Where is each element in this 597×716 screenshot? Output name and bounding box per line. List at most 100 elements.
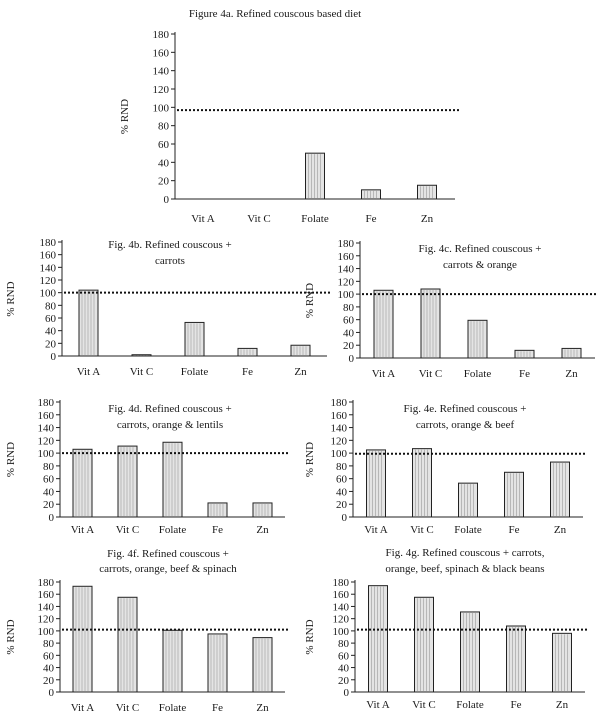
bar-fe bbox=[361, 189, 381, 200]
chart-panel-4d: Fig. 4d. Refined couscous + carrots, oran… bbox=[5, 397, 289, 536]
y-tick-label: 120 bbox=[338, 276, 355, 288]
x-category-label: Zn bbox=[554, 524, 567, 536]
bar-folate bbox=[460, 611, 480, 693]
y-tick-label: 180 bbox=[38, 577, 55, 589]
chart-panel-4a: Figure 4a. Refined couscous based diet % … bbox=[119, 8, 459, 225]
x-category-label: Vit C bbox=[410, 524, 433, 536]
bar-vit-a bbox=[373, 289, 394, 359]
x-category-label: Vit A bbox=[71, 524, 95, 536]
y-tick-label: 20 bbox=[158, 176, 170, 188]
bar-vit-a bbox=[72, 448, 93, 518]
x-category-label: Vit A bbox=[366, 699, 390, 711]
x-category-label: Zn bbox=[556, 699, 569, 711]
y-tick-label: 100 bbox=[38, 448, 55, 460]
y-axis-label: % RND bbox=[304, 283, 316, 318]
y-tick-label: 60 bbox=[45, 313, 57, 325]
x-category-label: Vit A bbox=[364, 524, 388, 536]
x-category-label: Folate bbox=[159, 524, 187, 536]
bar-folate bbox=[162, 441, 183, 518]
x-category-label: Zn bbox=[421, 213, 434, 225]
y-tick-label: 160 bbox=[153, 47, 170, 59]
x-category-label: Folate bbox=[456, 699, 484, 711]
y-axis-label: % RND bbox=[5, 281, 17, 316]
y-tick-label: 140 bbox=[338, 264, 355, 276]
bar-fe bbox=[506, 625, 526, 693]
y-tick-label: 20 bbox=[43, 499, 55, 511]
y-tick-label: 120 bbox=[38, 614, 55, 626]
y-tick-label: 20 bbox=[45, 338, 57, 350]
bar-zn bbox=[561, 347, 582, 359]
y-tick-label: 20 bbox=[43, 675, 55, 687]
y-tick-label: 180 bbox=[331, 397, 348, 409]
chart-title-line: orange, beef, spinach & black beans bbox=[385, 563, 544, 575]
bar-zn bbox=[417, 184, 437, 200]
bar-fe bbox=[207, 633, 228, 693]
x-category-label: Vit C bbox=[116, 702, 139, 714]
chart-title-line: carrots & orange bbox=[443, 259, 517, 271]
y-tick-label: 160 bbox=[38, 589, 55, 601]
bar-zn bbox=[252, 637, 273, 693]
x-category-label: Folate bbox=[159, 702, 187, 714]
y-axis-label: % RND bbox=[304, 442, 316, 477]
x-category-label: Vit C bbox=[130, 366, 153, 378]
x-category-label: Fe bbox=[509, 524, 520, 536]
bar-vit-a bbox=[368, 585, 388, 693]
y-tick-label: 100 bbox=[153, 102, 170, 114]
chart-panel-4f: Fig. 4f. Refined couscous + carrots, oran… bbox=[5, 548, 289, 714]
x-category-label: Vit A bbox=[191, 213, 215, 225]
x-category-label: Zn bbox=[256, 702, 269, 714]
y-tick-label: 0 bbox=[164, 194, 170, 206]
y-tick-label: 0 bbox=[342, 512, 348, 524]
y-tick-label: 40 bbox=[158, 157, 170, 169]
chart-title-line: Fig. 4d. Refined couscous + bbox=[108, 403, 232, 415]
y-tick-label: 180 bbox=[38, 397, 55, 409]
bar-folate bbox=[162, 629, 183, 693]
x-category-label: Vit C bbox=[419, 368, 442, 380]
y-tick-label: 60 bbox=[343, 315, 355, 327]
bar-vit-c bbox=[412, 448, 432, 518]
y-tick-label: 160 bbox=[40, 250, 57, 262]
x-category-label: Fe bbox=[519, 368, 530, 380]
bar-zn bbox=[290, 344, 311, 357]
chart-title-line: carrots, orange, beef & spinach bbox=[99, 563, 237, 575]
bar-folate bbox=[184, 321, 205, 357]
y-axis-label: % RND bbox=[304, 619, 316, 654]
bar-fe bbox=[504, 471, 524, 518]
bar-zn bbox=[550, 461, 570, 518]
x-category-label: Fe bbox=[212, 702, 223, 714]
y-tick-label: 80 bbox=[158, 121, 170, 133]
bar-vit-c bbox=[117, 445, 138, 518]
chart-title-line: Fig. 4f. Refined couscous + bbox=[107, 548, 229, 560]
y-tick-label: 60 bbox=[43, 650, 55, 662]
y-tick-label: 120 bbox=[38, 435, 55, 447]
y-tick-label: 100 bbox=[333, 626, 350, 638]
y-axis-label: % RND bbox=[5, 442, 17, 477]
chart-title-line: Figure 4a. Refined couscous based diet bbox=[189, 8, 361, 20]
x-category-label: Vit A bbox=[71, 702, 95, 714]
y-axis-label: % RND bbox=[5, 619, 17, 654]
y-tick-label: 0 bbox=[49, 687, 55, 699]
x-category-label: Vit A bbox=[372, 368, 396, 380]
y-axis-label: % RND bbox=[119, 99, 131, 134]
x-category-label: Folate bbox=[464, 368, 492, 380]
x-category-label: Vit C bbox=[116, 524, 139, 536]
y-tick-label: 120 bbox=[153, 84, 170, 96]
y-tick-label: 100 bbox=[338, 289, 355, 301]
y-tick-label: 140 bbox=[333, 601, 350, 613]
chart-title-line: Fig. 4c. Refined couscous + bbox=[419, 243, 542, 255]
y-tick-label: 20 bbox=[336, 499, 348, 511]
y-tick-label: 60 bbox=[336, 474, 348, 486]
bar-vit-c bbox=[414, 596, 434, 693]
bar-vit-a bbox=[72, 585, 93, 693]
bar-folate bbox=[467, 319, 488, 359]
x-category-label: Vit C bbox=[412, 699, 435, 711]
y-tick-label: 160 bbox=[331, 410, 348, 422]
chart-panel-4b: Fig. 4b. Refined couscous + carrots % RND 0… bbox=[5, 237, 331, 378]
chart-title-line: carrots, orange & beef bbox=[416, 419, 515, 431]
y-tick-label: 140 bbox=[40, 262, 57, 274]
y-tick-label: 60 bbox=[338, 650, 350, 662]
y-tick-label: 0 bbox=[344, 687, 350, 699]
bar-fe bbox=[237, 347, 258, 357]
bar-zn bbox=[252, 502, 273, 518]
y-tick-label: 40 bbox=[336, 486, 348, 498]
